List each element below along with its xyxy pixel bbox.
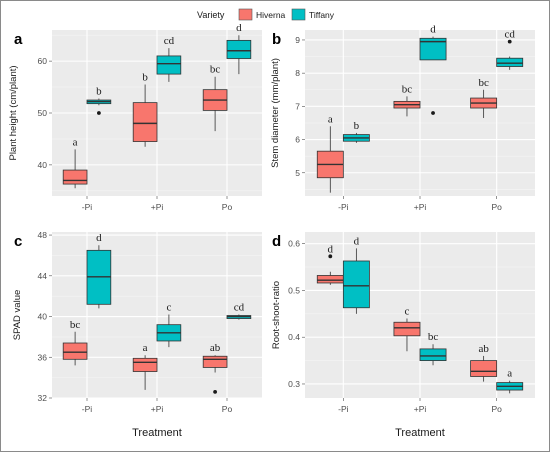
legend: Variety Hiverna Tiffany <box>197 8 335 21</box>
x-tick-label: +Pi <box>414 202 427 212</box>
box-tiffany-+Pi <box>419 348 447 361</box>
legend-label-tiffany: Tiffany <box>309 10 335 20</box>
significance-label: b <box>96 85 102 97</box>
y-tick-label: 40 <box>38 312 48 322</box>
y-tick-label: 0.4 <box>288 332 300 342</box>
significance-label: bc <box>70 319 81 331</box>
box-hiverna-+Pi <box>132 357 158 372</box>
x-axis-title: Treatment <box>395 427 445 439</box>
significance-label: cd <box>164 35 175 47</box>
significance-label: bc <box>428 331 439 343</box>
significance-label: b <box>142 71 148 83</box>
box-hiverna-+Pi <box>393 321 421 337</box>
y-tick-label: 7 <box>295 101 300 111</box>
y-tick-label: 0.5 <box>288 285 300 295</box>
significance-label: a <box>328 113 333 125</box>
y-tick-label: 8 <box>295 68 300 78</box>
significance-label: d <box>328 243 334 255</box>
panel-d: 0.3 0.4 0.5 0.6 -Pi +Pi Po d c ab d bc a Root-shoot-r… <box>271 232 535 439</box>
box-tiffany-Po <box>226 39 252 59</box>
significance-label: bc <box>402 83 413 95</box>
significance-label: d <box>96 232 102 244</box>
y-tick-label: 48 <box>38 230 48 240</box>
box-hiverna-Po <box>470 360 498 377</box>
outlier-point <box>507 39 512 44</box>
y-tick-label: 0.3 <box>288 379 300 389</box>
y-tick-label: 36 <box>38 352 48 362</box>
panel-c: 32 36 40 44 48 -Pi +Pi Po bc a ab d c cd SPAD value Tre… <box>12 230 262 439</box>
y-tick-label: 9 <box>295 35 300 45</box>
outlier-point <box>213 389 218 394</box>
significance-label: a <box>73 136 78 148</box>
panel-letter: c <box>14 233 22 250</box>
x-tick-label: +Pi <box>151 404 164 414</box>
significance-label: b <box>354 120 360 132</box>
significance-label: d <box>430 24 436 36</box>
x-tick-label: Po <box>222 202 233 212</box>
legend-swatch-tiffany <box>291 8 306 21</box>
x-tick-label: Po <box>491 202 502 212</box>
box-tiffany-+Pi <box>156 55 182 75</box>
y-axis-title: Stem diameter (mm/plant) <box>270 58 281 168</box>
significance-label: bc <box>478 77 489 89</box>
x-tick-label: -Pi <box>338 404 349 414</box>
significance-label: ab <box>210 342 221 354</box>
box-hiverna-+Pi <box>132 102 158 142</box>
x-tick-label: Po <box>222 404 233 414</box>
panel-letter: a <box>14 31 23 48</box>
panel-a: 40 50 60 -Pi +Pi Po a b bc b cd d Plant height (cm/p… <box>8 22 262 212</box>
box-tiffany-+Pi <box>419 37 447 61</box>
box-hiverna--Pi <box>62 342 88 360</box>
outlier-point <box>97 111 101 115</box>
significance-label: d <box>236 22 242 34</box>
significance-label: cd <box>505 29 516 41</box>
significance-label: a <box>143 342 148 354</box>
significance-label: d <box>354 235 360 247</box>
y-tick-label: 5 <box>295 168 300 178</box>
box-hiverna--Pi <box>62 169 88 185</box>
panel-b: 5 6 7 8 9 -Pi +Pi Po a bc bc b d cd Stem diameter (mm/… <box>270 24 535 212</box>
x-tick-label: +Pi <box>151 202 164 212</box>
x-tick-label: -Pi <box>338 202 349 212</box>
y-tick-label: 0.6 <box>288 239 300 249</box>
significance-label: c <box>166 301 171 313</box>
y-tick-label: 60 <box>38 56 48 66</box>
x-tick-label: +Pi <box>414 404 427 414</box>
box-tiffany--Pi <box>342 260 370 309</box>
y-tick-label: 50 <box>38 108 48 118</box>
x-tick-label: -Pi <box>82 404 93 414</box>
box-hiverna-Po <box>202 355 228 368</box>
panel-letter: d <box>272 233 281 250</box>
x-tick-label: -Pi <box>82 202 93 212</box>
box-tiffany-Po <box>496 57 524 67</box>
significance-label: cd <box>234 301 245 313</box>
y-tick-label: 32 <box>38 393 48 403</box>
significance-label: bc <box>210 64 221 76</box>
y-axis-title: Plant height (cm/plant) <box>8 65 19 160</box>
significance-label: a <box>507 368 512 380</box>
box-hiverna--Pi <box>316 275 344 284</box>
outlier-point <box>328 254 333 259</box>
legend-title: Variety <box>197 10 225 20</box>
y-tick-label: 6 <box>295 135 300 145</box>
x-tick-label: Po <box>491 404 502 414</box>
outlier-point <box>431 111 435 115</box>
y-tick-label: 40 <box>38 160 48 170</box>
legend-label-hiverna: Hiverna <box>256 10 286 20</box>
y-axis-title: Root-shoot-ratio <box>271 281 282 349</box>
x-axis-title: Treatment <box>132 427 182 439</box>
y-tick-label: 44 <box>38 271 48 281</box>
legend-swatch-hiverna <box>238 8 253 21</box>
y-axis-title: SPAD value <box>12 290 23 341</box>
panel-letter: b <box>272 31 281 48</box>
significance-label: c <box>405 306 410 318</box>
significance-label: ab <box>478 343 489 355</box>
